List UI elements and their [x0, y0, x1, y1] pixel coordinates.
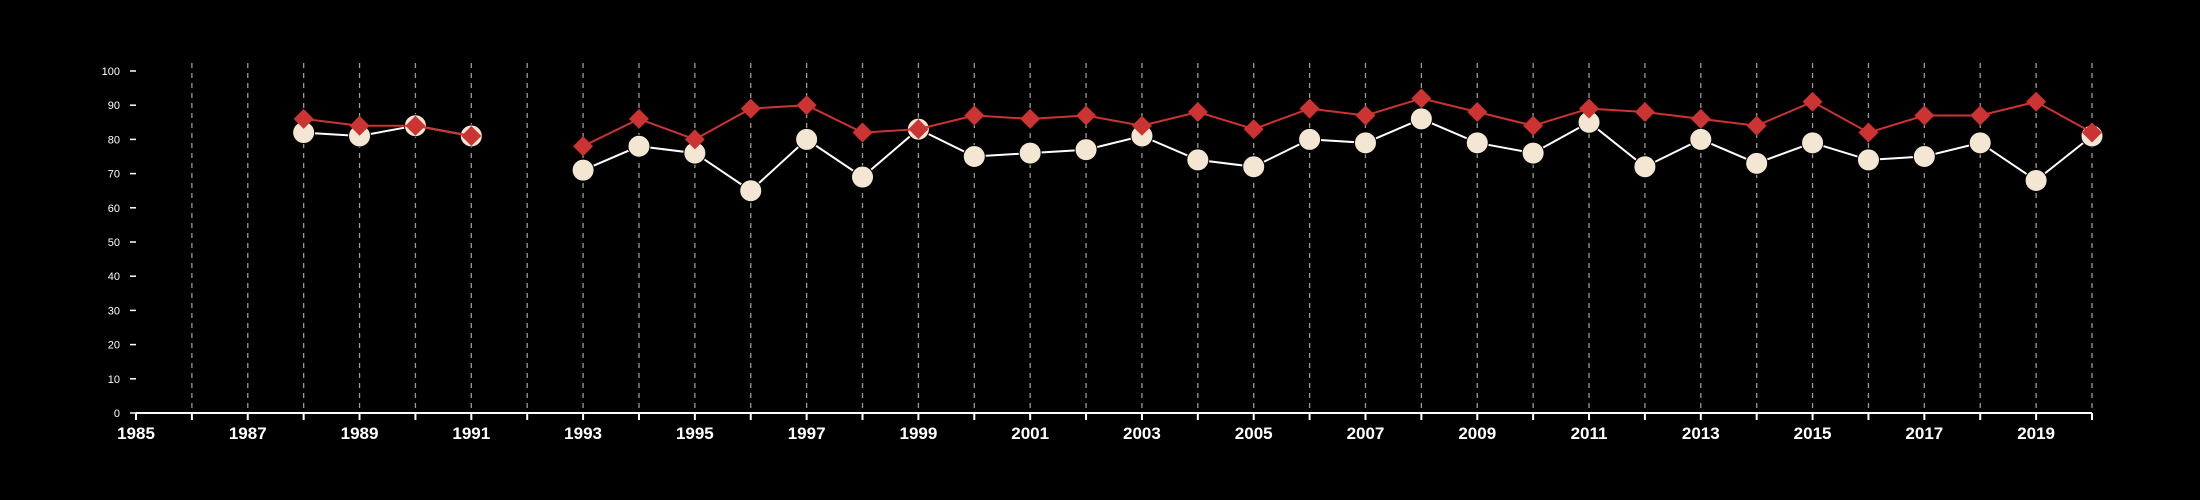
- data-point-circle: [1409, 107, 1433, 131]
- data-point-diamond: [461, 125, 482, 146]
- data-point-diamond: [1858, 122, 1879, 143]
- x-tick-label: 1987: [229, 424, 267, 443]
- data-point-circle: [1465, 131, 1489, 155]
- data-point-diamond: [740, 98, 761, 119]
- data-point-circle: [1968, 131, 1992, 155]
- data-point-diamond: [628, 108, 649, 129]
- data-point-diamond: [1634, 102, 1655, 123]
- data-point-diamond: [964, 105, 985, 126]
- data-point-diamond: [796, 95, 817, 116]
- x-tick-label: 2003: [1123, 424, 1161, 443]
- y-tick-label: 80: [108, 134, 120, 146]
- x-tick-label: 2007: [1347, 424, 1385, 443]
- data-point-circle: [1521, 141, 1545, 165]
- y-tick-label: 10: [108, 374, 120, 386]
- x-tick-label: 1995: [676, 424, 714, 443]
- x-tick-label: 1997: [788, 424, 826, 443]
- data-point-diamond: [573, 136, 594, 157]
- data-point-diamond: [1970, 105, 1991, 126]
- data-point-circle: [962, 145, 986, 168]
- data-point-diamond: [1020, 108, 1041, 129]
- y-tick-label: 40: [108, 271, 120, 283]
- x-tick-label: 2017: [1905, 424, 1943, 443]
- data-point-circle: [739, 179, 763, 203]
- data-point-circle: [1018, 141, 1042, 165]
- data-point-diamond: [1299, 98, 1320, 119]
- data-point-diamond: [1131, 115, 1152, 136]
- data-point-circle: [1801, 131, 1825, 155]
- series-line: [303, 117, 472, 137]
- y-tick-label: 30: [108, 305, 120, 317]
- data-point-diamond: [1579, 98, 1600, 119]
- x-tick-label: 1991: [452, 424, 490, 443]
- data-point-diamond: [1746, 115, 1767, 136]
- x-tick-label: 2009: [1458, 424, 1496, 443]
- data-point-circle: [1856, 148, 1880, 172]
- data-point-diamond: [1187, 102, 1208, 123]
- data-point-circle: [1745, 151, 1769, 175]
- x-tick-label: 2001: [1011, 424, 1049, 443]
- series: [292, 88, 2104, 203]
- data-point-diamond: [908, 119, 929, 140]
- data-point-circle: [571, 158, 595, 182]
- series-line: [582, 97, 2093, 148]
- data-point-diamond: [349, 115, 370, 136]
- x-tick-label: 2019: [2017, 424, 2055, 443]
- data-point-diamond: [1467, 102, 1488, 123]
- data-point-diamond: [405, 115, 426, 136]
- data-point-circle: [851, 165, 875, 189]
- data-point-diamond: [1914, 105, 1935, 126]
- x-tick-label: 1999: [899, 424, 937, 443]
- x-tick-label: 2013: [1682, 424, 1720, 443]
- axes: 1985 1987 1989 1991 1993 1995 1997 1999 2001 2003…: [102, 66, 2093, 443]
- data-point-circle: [627, 134, 651, 158]
- data-point-diamond: [1076, 105, 1097, 126]
- x-tick-label: 2005: [1235, 424, 1273, 443]
- data-point-circle: [1353, 131, 1377, 155]
- data-point-diamond: [1355, 105, 1376, 126]
- data-point-diamond: [293, 108, 314, 129]
- y-tick-label: 100: [102, 66, 120, 78]
- x-tick-label: 2015: [1794, 424, 1832, 443]
- data-point-circle: [1074, 138, 1098, 162]
- data-point-diamond: [1411, 88, 1432, 109]
- data-point-circle: [1633, 155, 1657, 179]
- series-diamond: [293, 88, 2102, 157]
- x-tick-label: 1985: [117, 424, 155, 443]
- data-point-circle: [1298, 127, 1322, 151]
- data-point-diamond: [684, 129, 705, 150]
- y-tick-label: 60: [108, 203, 120, 215]
- x-tick-label: 1993: [564, 424, 602, 443]
- data-point-circle: [1186, 148, 1210, 172]
- data-point-circle: [1689, 127, 1713, 151]
- data-point-diamond: [852, 122, 873, 143]
- data-point-diamond: [2082, 122, 2102, 143]
- grid: [191, 63, 2093, 413]
- y-tick-label: 70: [108, 169, 120, 181]
- data-point-diamond: [1802, 91, 1823, 112]
- data-point-diamond: [1523, 115, 1544, 136]
- y-tick-label: 0: [114, 408, 120, 420]
- data-point-diamond: [2026, 91, 2047, 112]
- data-point-circle: [2024, 168, 2048, 192]
- y-tick-label: 20: [108, 340, 120, 352]
- y-tick-label: 50: [108, 237, 120, 249]
- data-point-circle: [1912, 145, 1936, 168]
- x-tick-label: 2011: [1571, 424, 1608, 443]
- y-tick-label: 90: [108, 100, 120, 112]
- data-point-circle: [1242, 155, 1266, 179]
- data-point-circle: [795, 127, 819, 151]
- data-point-diamond: [1243, 119, 1264, 140]
- series-line: [582, 117, 2093, 192]
- series-circle: [292, 107, 2104, 203]
- data-point-diamond: [1690, 108, 1711, 129]
- x-tick-label: 1989: [341, 424, 379, 443]
